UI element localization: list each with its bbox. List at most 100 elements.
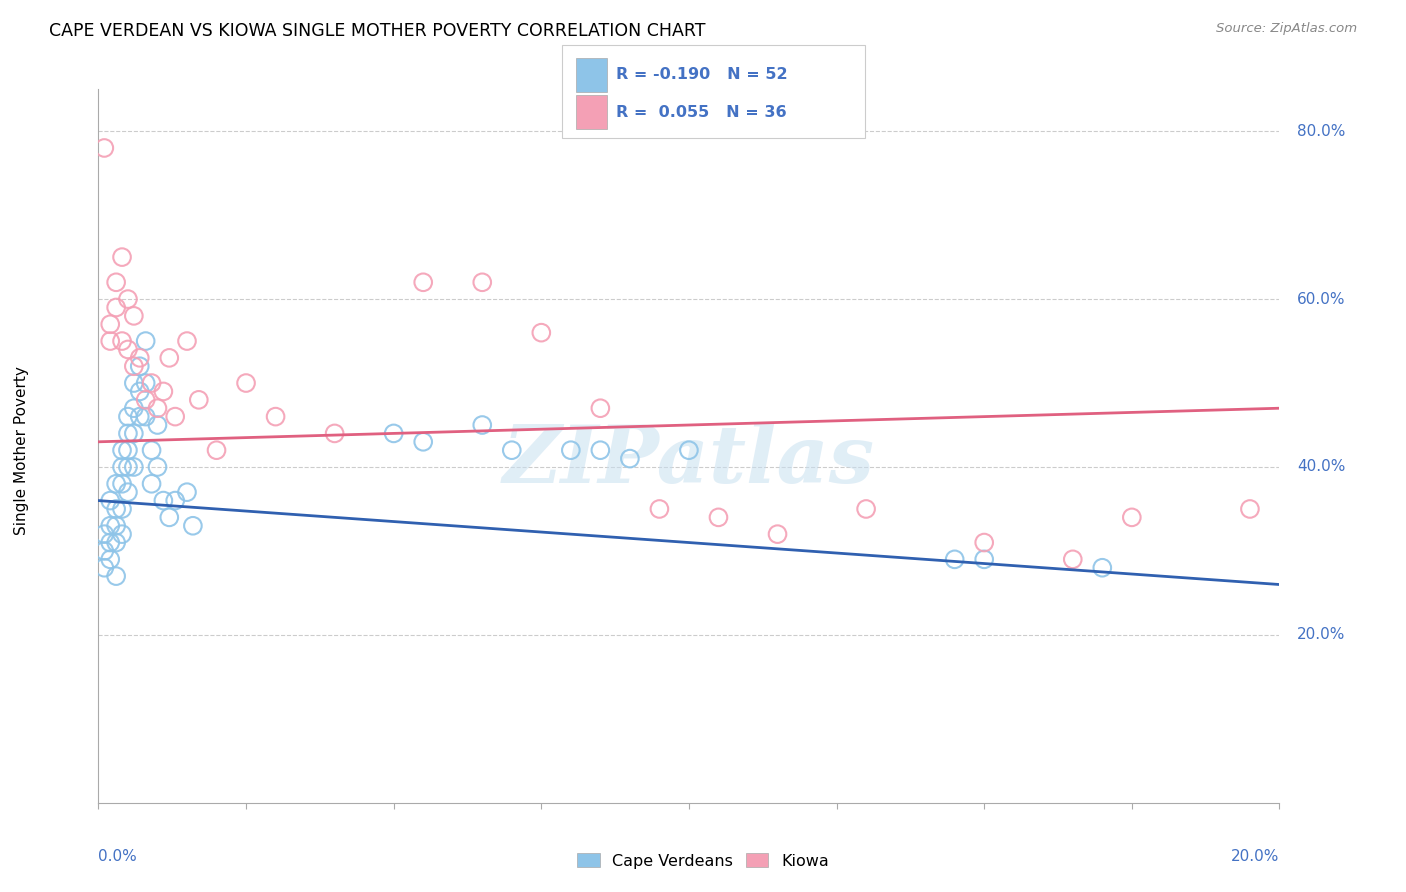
Point [1062,552,1084,566]
Point [501,443,523,458]
Point [176,485,198,500]
Point [98,518,121,533]
Point [111,502,134,516]
Point [187,392,209,407]
Text: R = -0.190   N = 52: R = -0.190 N = 52 [616,68,787,82]
Point [678,443,700,458]
Point [117,443,139,458]
Point [943,552,966,566]
Point [157,351,180,365]
Point [128,384,150,399]
Point [122,376,145,390]
Point [117,409,139,424]
Point [235,376,257,390]
Point [146,401,169,416]
Point [128,359,150,374]
Point [122,460,145,475]
Point [560,443,582,458]
Point [98,535,121,549]
Point [98,493,121,508]
Point [141,443,163,458]
Point [589,443,612,458]
Point [1239,502,1261,516]
Point [264,409,287,424]
Point [117,460,139,475]
Point [117,485,139,500]
Point [176,334,198,348]
Point [93,527,115,541]
Point [105,476,128,491]
Legend: Cape Verdeans, Kiowa: Cape Verdeans, Kiowa [571,847,835,875]
Point [471,275,494,289]
Point [412,275,434,289]
Point [530,326,553,340]
Point [111,443,134,458]
Point [471,417,494,432]
Point [165,409,187,424]
Point [128,351,150,365]
Text: 20.0%: 20.0% [1298,627,1346,642]
Point [146,460,169,475]
Text: 20.0%: 20.0% [1232,849,1279,864]
Point [135,376,157,390]
Text: Source: ZipAtlas.com: Source: ZipAtlas.com [1216,22,1357,36]
Point [117,343,139,357]
Point [707,510,730,524]
Point [122,359,145,374]
Point [111,250,134,264]
Point [589,401,612,416]
Point [165,493,187,508]
Text: 80.0%: 80.0% [1298,124,1346,138]
Point [105,535,128,549]
Text: ZIPatlas: ZIPatlas [503,422,875,499]
Point [1091,560,1114,574]
Point [111,334,134,348]
Point [135,409,157,424]
Point [973,552,995,566]
Point [205,443,228,458]
Point [648,502,671,516]
Point [141,376,163,390]
Point [152,493,174,508]
Point [98,552,121,566]
Point [111,476,134,491]
Point [619,451,641,466]
Point [105,301,128,315]
Point [105,569,128,583]
Text: R =  0.055   N = 36: R = 0.055 N = 36 [616,105,786,120]
Point [122,426,145,441]
Point [98,334,121,348]
Point [323,426,346,441]
Point [141,476,163,491]
Point [146,417,169,432]
Point [855,502,877,516]
Point [105,502,128,516]
Point [973,535,995,549]
Point [111,460,134,475]
Point [1121,510,1143,524]
Point [93,544,115,558]
Point [93,141,115,155]
Text: 60.0%: 60.0% [1298,292,1346,307]
Point [117,292,139,306]
Point [122,309,145,323]
Point [157,510,180,524]
Point [105,518,128,533]
Point [135,334,157,348]
Text: 40.0%: 40.0% [1298,459,1346,475]
Point [181,518,204,533]
Text: Single Mother Poverty: Single Mother Poverty [14,366,30,534]
Point [111,527,134,541]
Text: CAPE VERDEAN VS KIOWA SINGLE MOTHER POVERTY CORRELATION CHART: CAPE VERDEAN VS KIOWA SINGLE MOTHER POVE… [49,22,706,40]
Point [98,318,121,332]
Point [122,401,145,416]
Point [766,527,789,541]
Point [128,409,150,424]
Point [152,384,174,399]
Text: 0.0%: 0.0% [98,849,138,864]
Point [105,275,128,289]
Point [382,426,405,441]
Point [412,434,434,449]
Point [117,426,139,441]
Point [93,560,115,574]
